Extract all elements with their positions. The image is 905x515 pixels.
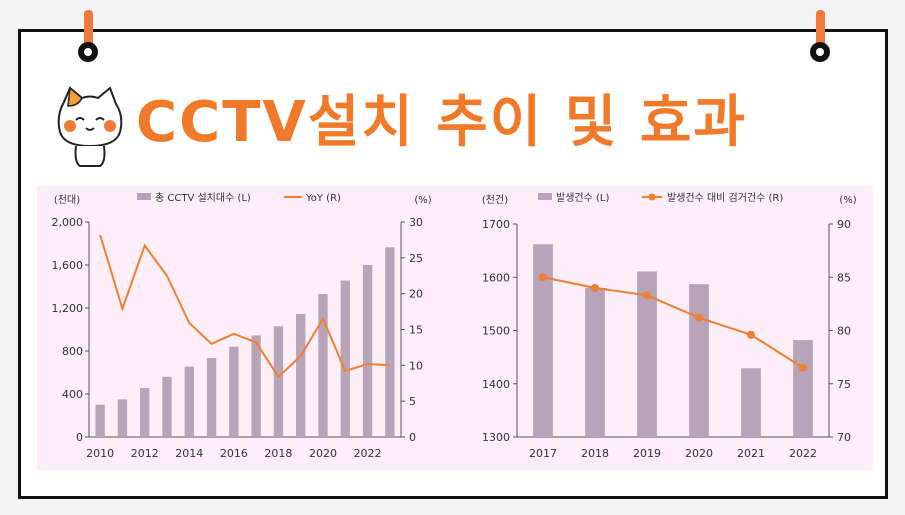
left-tick-label: 400 [62,388,83,401]
x-tick-label: 2022 [789,447,817,460]
cctv-bar [273,326,284,437]
right-tick-label: 10 [409,359,423,372]
arrest-rate-point [539,273,547,282]
yoy-line [99,234,390,379]
cctv-bar [318,294,328,437]
cctv-bar [362,265,373,437]
cctv-bar [296,313,306,437]
right-tick-label: 30 [409,216,423,229]
arrest-rate-point [643,291,651,300]
left-tick-label: 1500 [482,325,510,338]
cctv-bar [206,357,217,437]
left-tick-label: 1,200 [52,302,84,315]
arrest-rate-point [747,330,755,339]
left-tick-label: 1600 [482,271,510,284]
right-tick-label: 85 [837,271,851,284]
crime-arrest-chart: (천건) (%) 발생건수 (L) 발생건수 대비 검거건수 (R) 1300 1400 1… [482,192,857,460]
right-tick-label: 25 [409,252,423,265]
left-tick-label: 1,600 [52,259,84,272]
cctv-bar [340,280,350,437]
x-tick-label: 2014 [175,447,203,460]
legend-line-label: YoY (R) [305,193,341,204]
left-pin-icon [84,10,93,50]
right-tick-label: 5 [409,395,416,408]
left-tick-label: 800 [62,345,83,358]
cat-mascot-icon [57,86,123,167]
incident-bar [689,284,709,437]
cctv-bar [251,335,261,437]
arrest-rate-point [799,363,807,372]
incident-bar [793,340,813,437]
x-tick-label: 2010 [86,447,114,460]
left-tick-label: 0 [76,431,83,444]
page-title: CCTV설치 추이 및 효과 [136,90,747,155]
right-ring-icon [810,42,830,62]
cctv-installation-chart: (천대) (%) 총 CCTV 설치대수 (L) YoY (R) 0 400 800 1,20… [52,192,432,460]
legend-bar-label: 발생건수 (L) [556,192,609,204]
incident-bar [533,244,553,437]
right-tick-label: 20 [409,288,423,301]
left-tick-label: 1400 [482,378,510,391]
legend-line-marker [648,193,656,201]
right-tick-label: 80 [837,325,851,338]
right-pin-icon [816,10,825,50]
arrest-rate-point [591,283,599,292]
cctv-bar [117,399,128,437]
x-tick-label: 2020 [685,447,713,460]
cctv-bar [95,404,105,437]
x-tick-label: 2019 [633,447,661,460]
left-unit-label: (천대) [54,194,80,206]
right-tick-label: 75 [837,378,851,391]
right-tick-label: 0 [409,431,416,444]
left-tick-label: 1300 [482,431,510,444]
incident-bar [637,271,657,437]
arrest-rate-line [542,276,804,369]
legend-bar-swatch [538,193,552,200]
left-tick-label: 2,000 [52,216,84,229]
left-tick-label: 1700 [482,218,510,231]
right-tick-label: 70 [837,431,851,444]
left-unit-label: (천건) [482,194,508,206]
legend-line-label: 발생건수 대비 검거건수 (R) [667,192,783,204]
right-tick-label: 15 [409,324,423,337]
legend-bar-label: 총 CCTV 설치대수 (L) [155,192,251,204]
cctv-bar [184,366,194,437]
x-tick-label: 2017 [529,447,557,460]
cctv-bar [229,346,239,437]
x-tick-label: 2018 [581,447,609,460]
cctv-bar [385,247,395,437]
x-tick-label: 2016 [220,447,248,460]
incident-bar [585,287,605,437]
legend-bar-swatch [137,193,151,200]
x-tick-label: 2021 [737,447,765,460]
left-ring-icon [78,42,98,62]
right-unit-label: (%) [839,195,856,206]
chart-panel [37,186,873,470]
cctv-bar [162,376,172,437]
x-tick-label: 2022 [354,447,382,460]
right-unit-label: (%) [414,195,431,206]
incident-bar [741,368,761,437]
x-tick-label: 2012 [131,447,159,460]
cctv-bar [140,388,150,437]
right-tick-label: 90 [837,218,851,231]
x-tick-label: 2018 [264,447,292,460]
arrest-rate-point [695,313,703,322]
x-tick-label: 2020 [309,447,337,460]
